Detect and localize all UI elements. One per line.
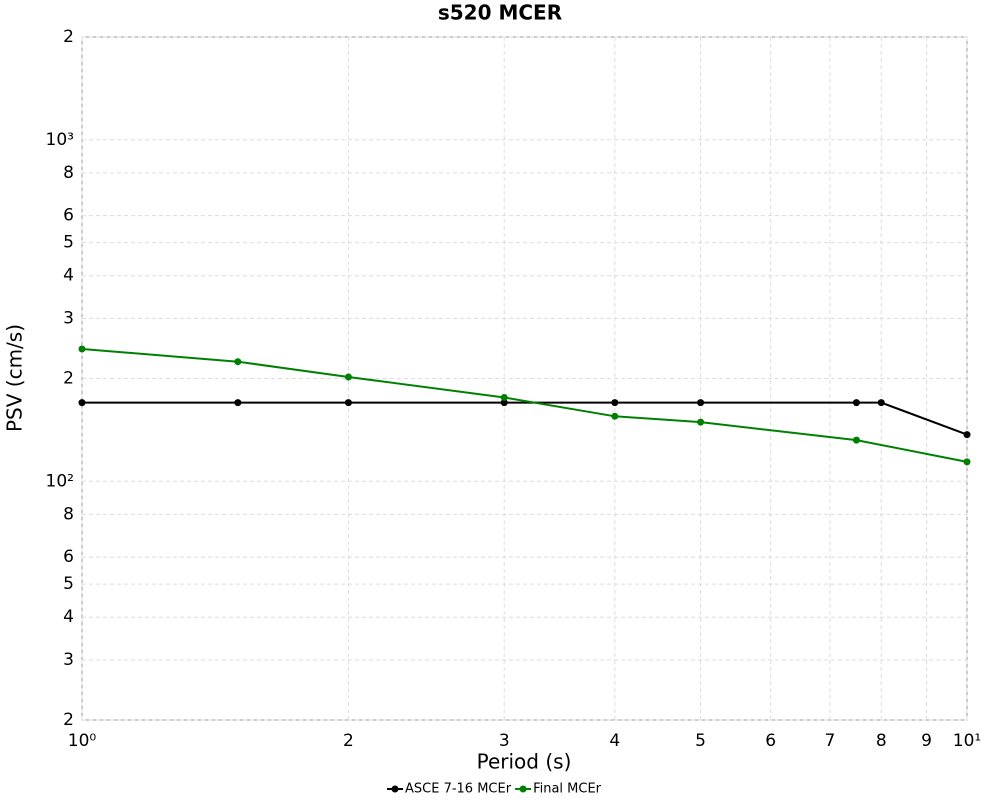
y-axis-label: PSV (cm/s) [3,324,27,432]
data-point [963,431,971,439]
y-tick-label: 10² [46,471,74,491]
legend-marker [519,785,527,793]
y-tick-label: 10³ [46,130,74,150]
data-point [78,345,86,353]
legend-label: ASCE 7-16 MCEr [405,782,512,797]
data-point [234,399,242,407]
x-tick-label: 3 [499,731,510,751]
y-tick-label: 3 [63,308,74,328]
y-tick-label: 2 [63,710,74,730]
x-tick-label: 4 [609,731,620,751]
data-point [697,418,705,426]
y-tick-label: 8 [63,163,74,183]
x-tick-label: 7 [824,731,835,751]
data-point [500,399,508,407]
x-tick-label: 2 [343,731,354,751]
data-point [78,399,86,407]
y-tick-label: 5 [63,574,74,594]
x-tick-label: 9 [921,731,932,751]
data-point [611,412,619,420]
chart-title: s520 MCER [438,1,562,25]
data-point [500,393,508,401]
data-point [234,358,242,366]
data-point [852,436,860,444]
data-point [611,399,619,407]
y-tick-label: 5 [63,233,74,253]
x-tick-label: 10¹ [953,731,981,751]
y-tick-label: 2 [63,27,74,47]
legend-label: Final MCEr [533,782,602,797]
x-axis-label: Period (s) [477,750,572,774]
series-line [82,401,968,436]
data-point [697,399,705,407]
y-tick-label: 8 [63,504,74,524]
data-point [877,399,885,407]
y-tick-label: 4 [63,607,74,627]
data-point [963,458,971,466]
legend-marker [391,785,399,793]
x-tick-label: 10⁰ [68,731,97,751]
y-tick-label: 4 [63,266,74,286]
y-tick-label: 2 [63,369,74,389]
data-point [344,373,352,381]
y-tick-label: 6 [63,206,74,226]
x-tick-label: 8 [876,731,887,751]
x-tick-label: 5 [695,731,706,751]
x-tick-label: 6 [765,731,776,751]
y-tick-label: 6 [63,547,74,567]
series-line [81,348,968,463]
data-point [852,399,860,407]
y-tick-label: 3 [63,650,74,670]
data-point [344,399,352,407]
